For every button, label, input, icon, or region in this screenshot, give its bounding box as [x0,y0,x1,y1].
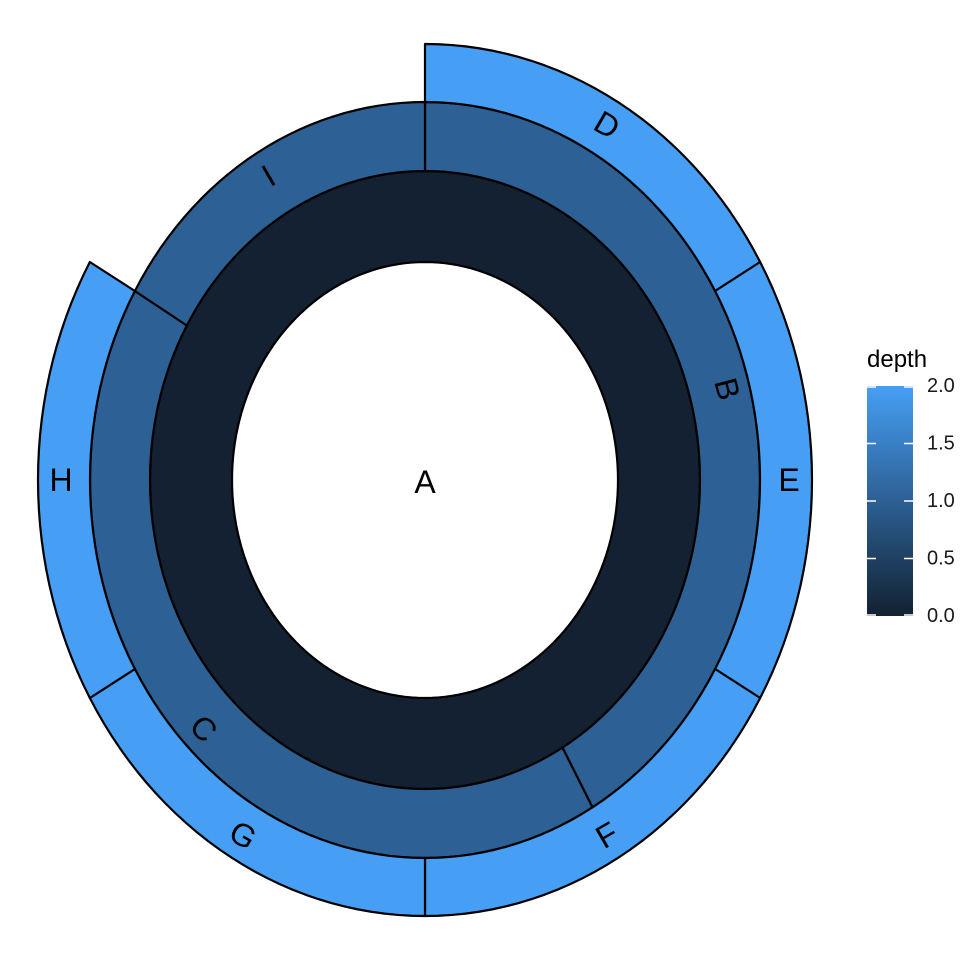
legend: depth 0.0 0.5 1.0 1.5 2.0 [867,346,955,627]
legend-tick-label: 1.5 [927,433,955,455]
sunburst-rings [36,42,814,918]
legend-ticks: 0.0 0.5 1.0 1.5 2.0 [867,375,955,627]
legend-title: depth [867,346,927,373]
sunburst-segment-h [36,260,136,700]
legend-tick-label: 1.0 [927,490,955,512]
segment-label-a: A [414,464,436,500]
sunburst-segment-i [133,100,427,327]
legend-tick-label: 0.5 [927,548,955,570]
legend-tick-label: 2.0 [927,375,955,397]
segment-label-h: H [49,462,72,498]
segment-label-e: E [778,462,799,498]
legend-tick-label: 0.0 [927,605,955,627]
